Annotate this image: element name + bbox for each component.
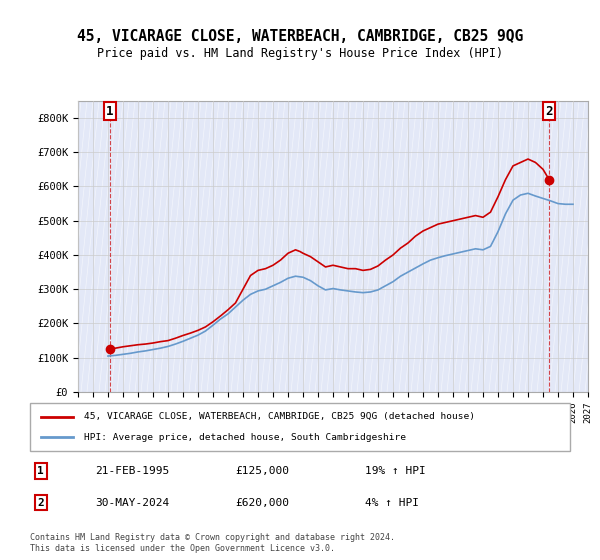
Text: Contains HM Land Registry data © Crown copyright and database right 2024.
This d: Contains HM Land Registry data © Crown c… — [30, 533, 395, 553]
FancyBboxPatch shape — [30, 403, 570, 451]
Text: 4% ↑ HPI: 4% ↑ HPI — [365, 498, 419, 507]
Text: 45, VICARAGE CLOSE, WATERBEACH, CAMBRIDGE, CB25 9QG (detached house): 45, VICARAGE CLOSE, WATERBEACH, CAMBRIDG… — [84, 412, 475, 421]
Text: 19% ↑ HPI: 19% ↑ HPI — [365, 466, 425, 476]
Text: 2: 2 — [545, 105, 553, 118]
Text: 30-MAY-2024: 30-MAY-2024 — [95, 498, 169, 507]
Text: 45, VICARAGE CLOSE, WATERBEACH, CAMBRIDGE, CB25 9QG: 45, VICARAGE CLOSE, WATERBEACH, CAMBRIDG… — [77, 29, 523, 44]
Text: £620,000: £620,000 — [235, 498, 289, 507]
Text: Price paid vs. HM Land Registry's House Price Index (HPI): Price paid vs. HM Land Registry's House … — [97, 46, 503, 60]
Text: 2: 2 — [37, 498, 44, 507]
Text: £125,000: £125,000 — [235, 466, 289, 476]
Text: 21-FEB-1995: 21-FEB-1995 — [95, 466, 169, 476]
Text: 1: 1 — [37, 466, 44, 476]
Text: 1: 1 — [106, 105, 114, 118]
Text: HPI: Average price, detached house, South Cambridgeshire: HPI: Average price, detached house, Sout… — [84, 433, 406, 442]
